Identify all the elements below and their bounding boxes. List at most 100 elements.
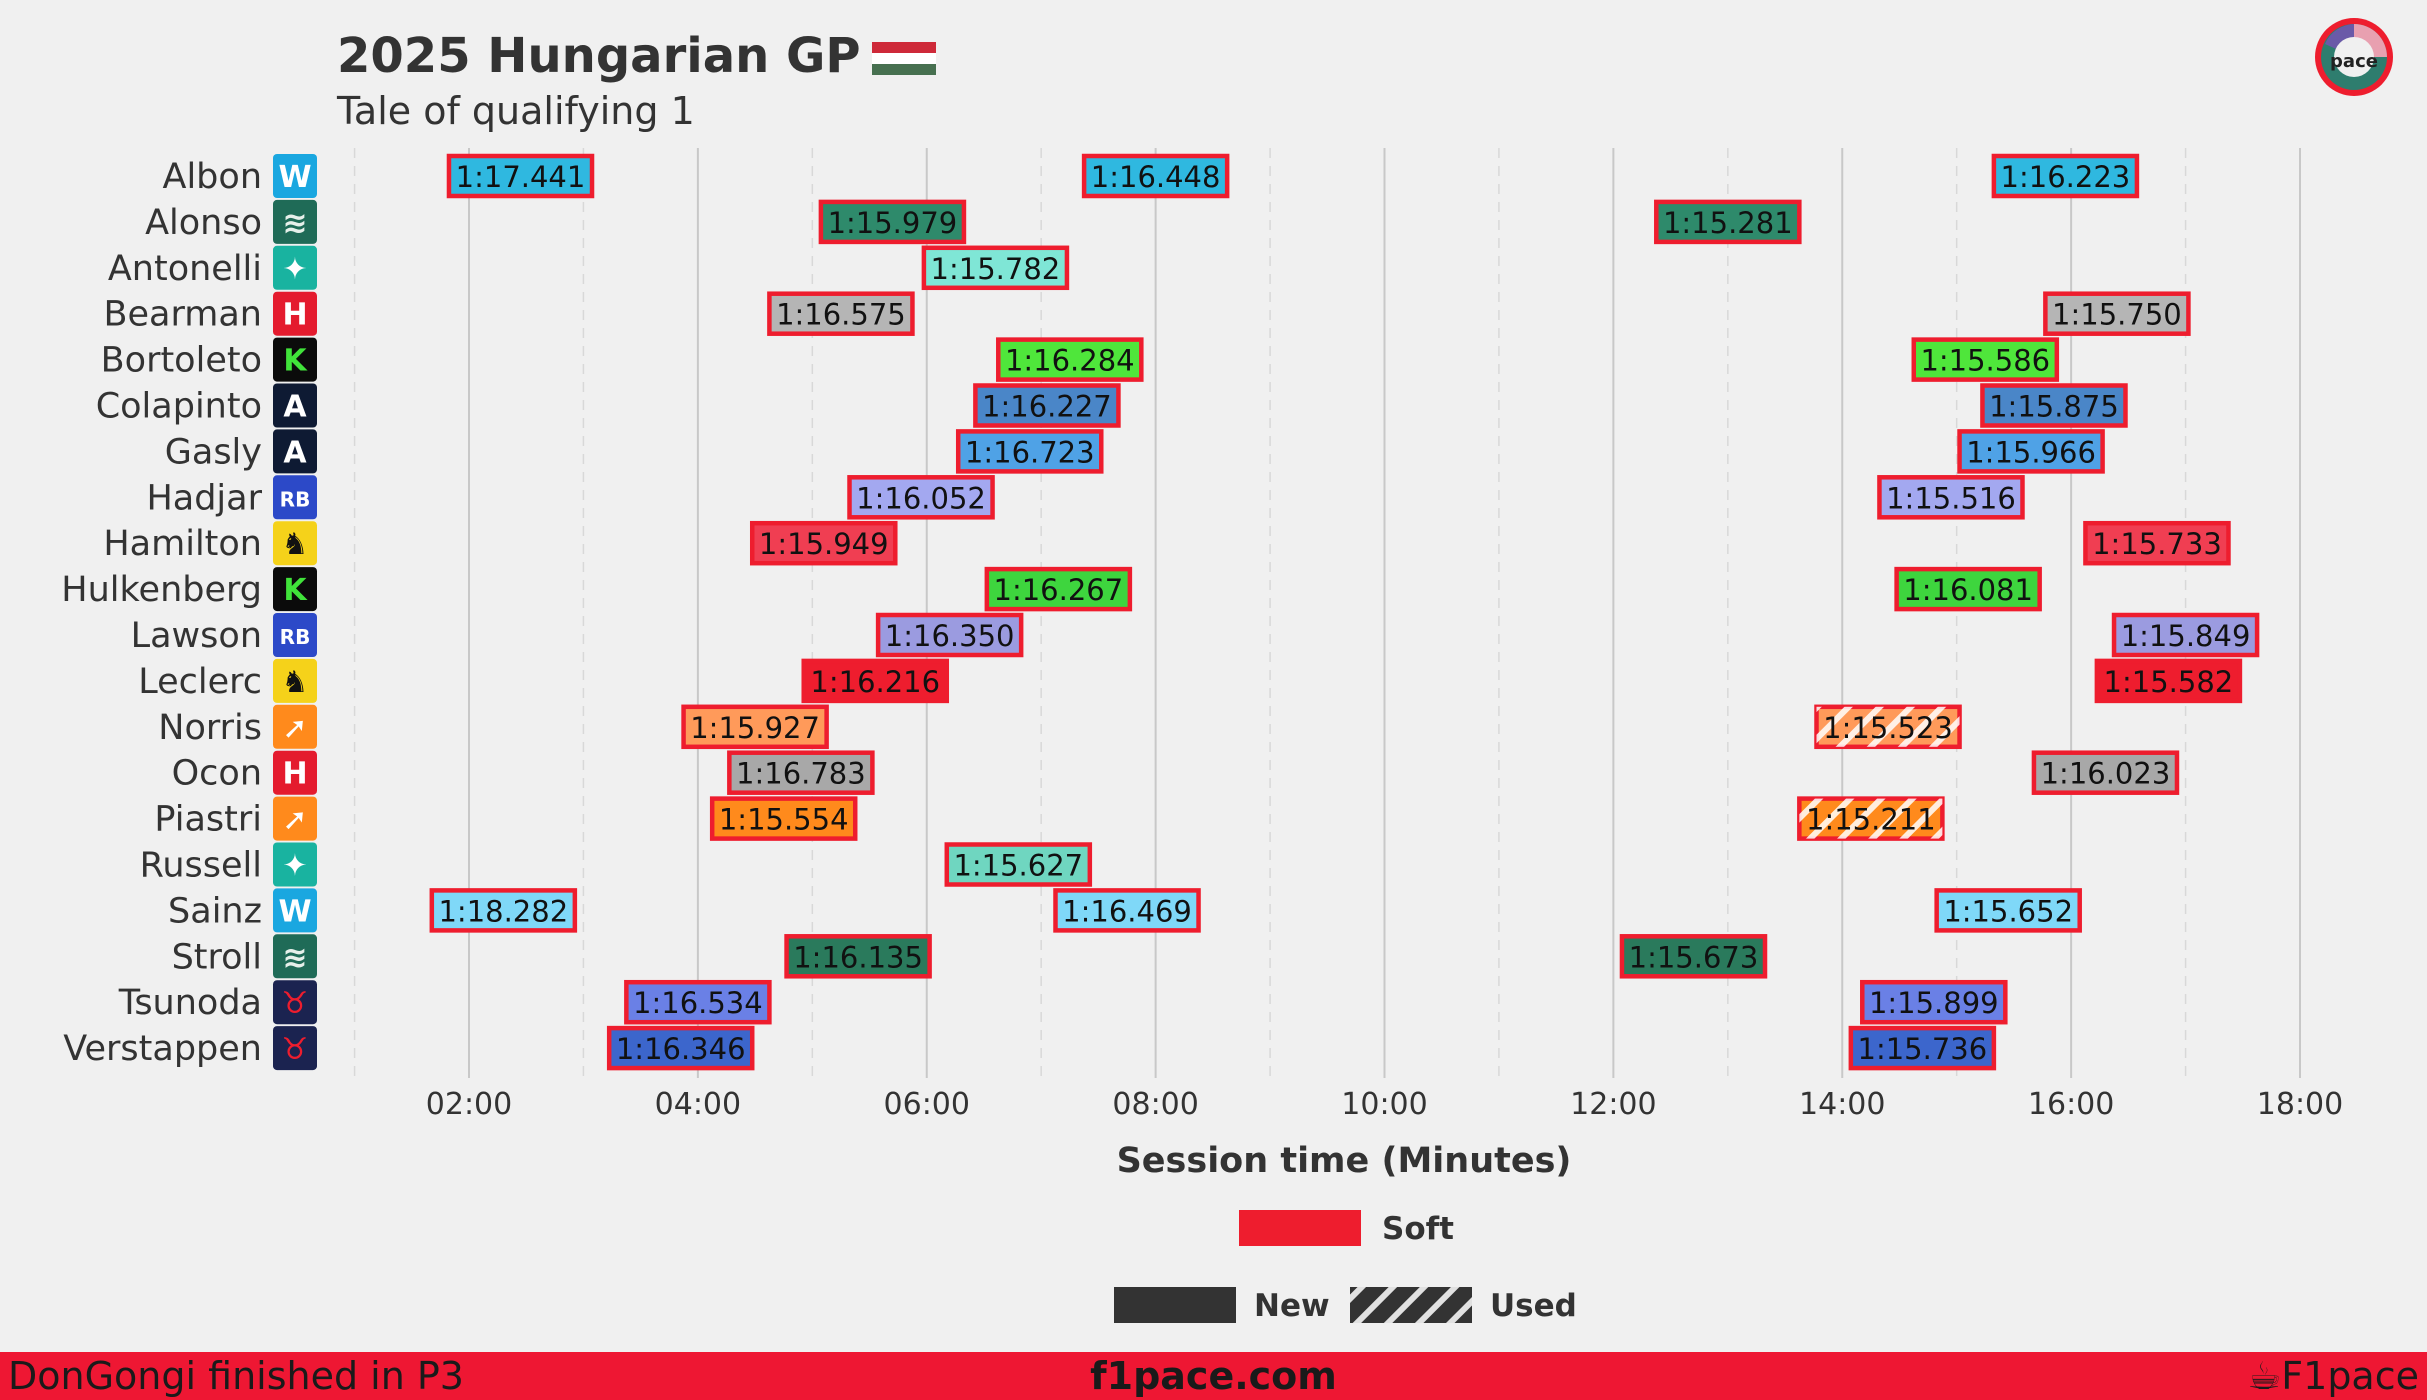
team-icon-background	[273, 475, 317, 520]
driver-label: Gasly	[165, 432, 262, 472]
ferrari-icon: ♞	[273, 521, 317, 566]
lap-bar	[2111, 612, 2260, 658]
driver-label: Stroll	[172, 937, 262, 977]
lap-bar	[818, 199, 967, 245]
lap-time-label: 1:16.227	[982, 390, 1112, 424]
lap-time-label: 1:16.723	[965, 435, 1095, 469]
team-icon-background	[273, 980, 317, 1025]
lap-bar	[624, 979, 772, 1025]
lap-bar	[784, 934, 932, 979]
lap-marker: 1:15.899	[1860, 979, 2008, 1025]
lap-time-label: 1:16.267	[994, 573, 1124, 607]
lap-marker: 1:16.350	[875, 612, 1024, 658]
lap-bar	[1081, 153, 1230, 199]
red-bull-icon: ♉	[273, 1026, 317, 1071]
lap-time-label: 1:15.586	[1920, 344, 2050, 378]
team-icon-glyph: ♞	[282, 527, 309, 562]
williams-icon: W	[273, 154, 317, 198]
lap-time-label: 1:15.211	[1806, 803, 1936, 837]
lap-marker: 1:15.750	[2043, 291, 2191, 336]
team-icon-glyph: W	[278, 894, 311, 929]
lap-time-label: 1:16.448	[1091, 160, 1221, 194]
mclaren-icon: ➚	[273, 704, 317, 749]
team-icon-glyph: H	[282, 298, 307, 333]
driver-label: Hadjar	[146, 478, 262, 518]
lap-bar	[921, 245, 1070, 291]
lap-marker: 1:15.849	[2111, 612, 2260, 658]
lap-marker: 1:16.052	[847, 475, 995, 520]
lap-time-label: 1:15.733	[2092, 527, 2222, 561]
used-tyre-hatch	[1816, 706, 1960, 747]
used-tyre-hatch	[1799, 798, 1943, 839]
lap-marker: 1:16.227	[973, 383, 1121, 428]
team-icon-background	[273, 567, 317, 612]
lap-bar	[767, 291, 915, 336]
lap-marker: 1:15.652	[1934, 888, 2082, 933]
lap-bar	[1619, 934, 1768, 979]
lap-time-label: 1:16.350	[885, 619, 1015, 653]
driver-label: Antonelli	[108, 249, 262, 289]
lap-bar	[749, 520, 898, 566]
footer-result-text: DonGongi finished in P3	[8, 1354, 464, 1398]
x-tick-label: 12:00	[1570, 1087, 1656, 1122]
x-tick-label: 02:00	[426, 1087, 512, 1122]
lap-marker: 1:16.575	[767, 291, 915, 336]
driver-label: Bortoleto	[101, 341, 262, 381]
lap-time-label: 1:15.582	[2104, 665, 2234, 699]
lap-marker: 1:15.673	[1619, 934, 1768, 979]
lap-time-label: 1:15.516	[1886, 481, 2016, 515]
qualifying-timeline-chart: 2025 Hungarian GP Tale of qualifying 1 A…	[61, 28, 2343, 1324]
team-icon-glyph: ➚	[282, 803, 307, 838]
legend-soft-label: Soft	[1382, 1211, 1454, 1247]
lap-bar	[801, 658, 950, 704]
lap-marker: 1:16.346	[606, 1025, 755, 1071]
lap-bar	[984, 566, 1133, 612]
lap-time-label: 1:16.081	[1903, 573, 2033, 607]
team-icon-glyph: K	[283, 573, 308, 608]
footer-bar: DonGongi finished in P3 f1pace.com ☕F1pa…	[0, 1352, 2427, 1400]
grid	[353, 148, 2301, 1078]
team-icon-glyph: ≋	[282, 940, 307, 975]
team-icon-glyph: H	[282, 757, 307, 792]
driver-label: Ocon	[172, 754, 262, 794]
lap-bar	[1848, 1025, 1997, 1071]
lap-time-label: 1:15.966	[1966, 435, 2096, 469]
sauber-icon: K	[273, 567, 317, 612]
lap-marker: 1:16.135	[784, 934, 932, 979]
team-icon-background	[273, 842, 317, 887]
team-icon-background	[273, 1026, 317, 1071]
team-icon-background	[273, 429, 317, 474]
lap-time-label: 1:16.135	[793, 940, 923, 974]
driver-label: Tsunoda	[118, 983, 262, 1023]
legend-new-swatch	[1114, 1287, 1236, 1323]
lap-bar	[1877, 475, 2025, 520]
lap-marker: 1:16.081	[1894, 566, 2042, 612]
alpine-icon: A	[273, 383, 317, 428]
team-icon-background	[273, 704, 317, 749]
team-icon-background	[273, 521, 317, 566]
lap-time-label: 1:16.783	[736, 757, 866, 791]
lap-markers: 1:17.441 1:16.448 1:16.223 1:15.979 1:15.281…	[429, 153, 2260, 1071]
x-axis-label: Session time (Minutes)	[1117, 1141, 1572, 1181]
lap-bar	[727, 750, 875, 795]
team-icon-glyph: A	[283, 390, 307, 425]
lap-bar	[955, 429, 1104, 474]
lap-bar	[1894, 566, 2042, 612]
lap-marker: 1:15.586	[1911, 337, 2060, 382]
lap-time-label: 1:16.052	[856, 481, 986, 515]
lap-bar	[2043, 291, 2191, 336]
team-icon-glyph: ✦	[282, 252, 307, 287]
haas-icon: H	[273, 750, 317, 795]
lap-marker: 1:15.736	[1848, 1025, 1997, 1071]
team-icon-background	[273, 613, 317, 657]
lap-time-label: 1:15.554	[719, 803, 849, 837]
lap-time-label: 1:15.523	[1823, 711, 1953, 745]
lap-bar	[681, 704, 829, 750]
driver-labels: Albon Alonso Antonelli Bearman Bortoleto Cola…	[61, 157, 262, 1069]
footer-brand: ☕F1pace	[2247, 1354, 2419, 1398]
legend-new-label: New	[1254, 1288, 1330, 1324]
team-icon-background	[273, 750, 317, 795]
lap-marker: 1:16.448	[1081, 153, 1230, 199]
footer-website-link[interactable]: f1pace.com	[1090, 1354, 1337, 1398]
